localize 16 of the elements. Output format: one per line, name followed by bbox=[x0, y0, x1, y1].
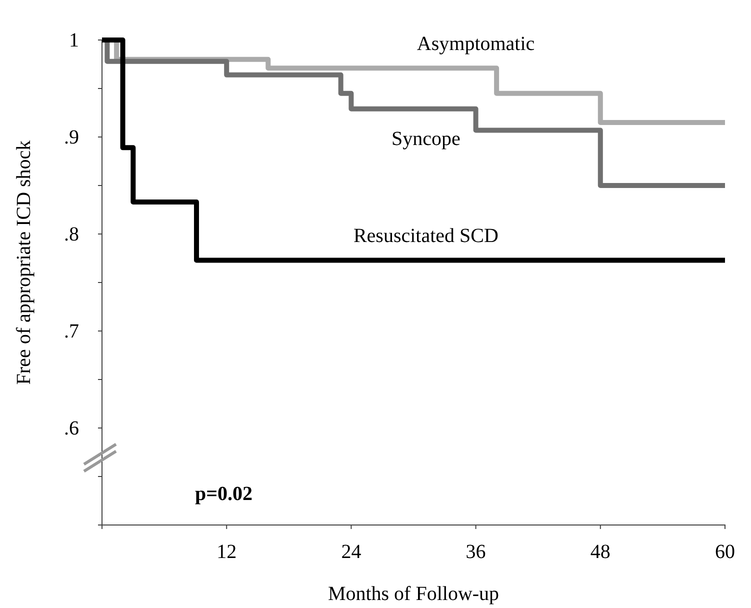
x-tick-label: 36 bbox=[466, 541, 486, 563]
series-label: Resuscitated SCD bbox=[353, 225, 498, 248]
x-tick-label: 24 bbox=[341, 541, 362, 563]
y-tick-label: .8 bbox=[64, 223, 79, 246]
y-axis-title: Free of appropriate ICD shock bbox=[13, 140, 35, 385]
x-tick-label: 60 bbox=[715, 541, 735, 563]
x-tick-label: 12 bbox=[216, 541, 237, 563]
y-tick-label: .6 bbox=[64, 417, 79, 440]
y-tick-label: .9 bbox=[64, 126, 79, 148]
y-tick-label: 1 bbox=[69, 29, 79, 52]
series-label: Syncope bbox=[392, 128, 461, 150]
series-label: Asymptomatic bbox=[416, 33, 535, 56]
y-tick-label: .7 bbox=[64, 320, 79, 342]
x-axis-title: Months of Follow-up bbox=[328, 583, 500, 605]
annotation: p=0.02 bbox=[195, 483, 253, 505]
x-tick-label: 48 bbox=[590, 541, 610, 563]
